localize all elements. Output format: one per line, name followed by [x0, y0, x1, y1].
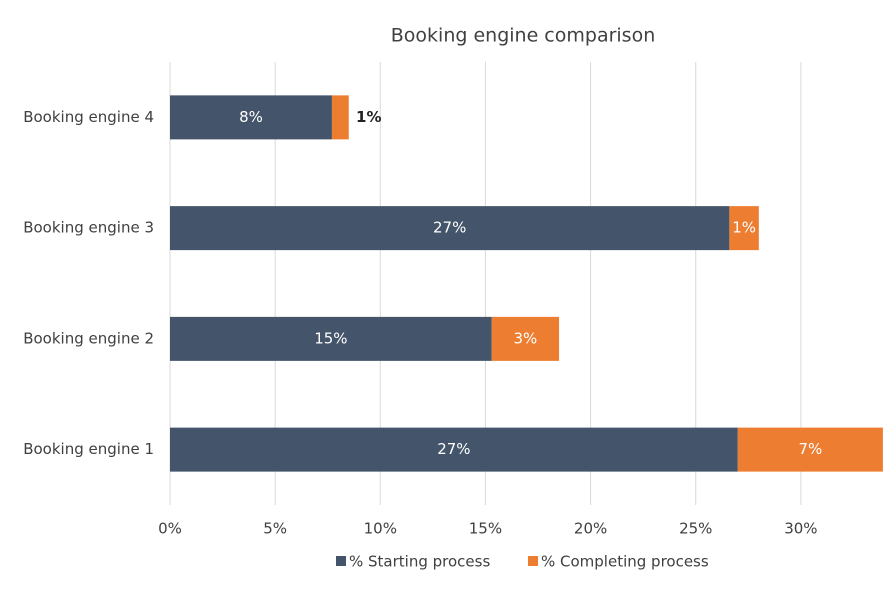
- legend-swatch: [528, 556, 538, 566]
- x-tick-label: 0%: [158, 520, 182, 538]
- bar-segment: [729, 206, 759, 251]
- legend-label: % Starting process: [349, 553, 490, 571]
- bar-segment: [491, 316, 560, 361]
- data-label: 27%: [437, 440, 470, 458]
- legend-swatch: [336, 556, 346, 566]
- bar-segment: [331, 95, 349, 140]
- legend-label: % Completing process: [541, 553, 709, 571]
- bar-segment: [170, 316, 492, 361]
- data-label: 27%: [433, 219, 466, 237]
- x-tick-label: 15%: [469, 520, 502, 538]
- bar-segment: [737, 427, 883, 472]
- chart-title: Booking engine comparison: [391, 25, 656, 47]
- bar-segment: [170, 427, 738, 472]
- y-tick-label: Booking engine 3: [23, 219, 154, 237]
- data-label: 3%: [513, 329, 537, 347]
- data-label: 7%: [798, 440, 822, 458]
- x-tick-label: 30%: [784, 520, 817, 538]
- x-tick-label: 10%: [364, 520, 397, 538]
- bar-segment: [170, 206, 730, 251]
- data-label: 1%: [732, 219, 756, 237]
- y-tick-label: Booking engine 4: [23, 108, 154, 126]
- bar-segment: [170, 95, 332, 140]
- x-tick-label: 25%: [679, 520, 712, 538]
- data-label: 1%: [356, 108, 381, 126]
- y-tick-label: Booking engine 1: [23, 440, 154, 458]
- x-tick-label: 20%: [574, 520, 607, 538]
- data-label: 8%: [239, 108, 263, 126]
- y-tick-label: Booking engine 2: [23, 329, 154, 347]
- x-tick-label: 5%: [263, 520, 287, 538]
- data-label: 15%: [314, 329, 347, 347]
